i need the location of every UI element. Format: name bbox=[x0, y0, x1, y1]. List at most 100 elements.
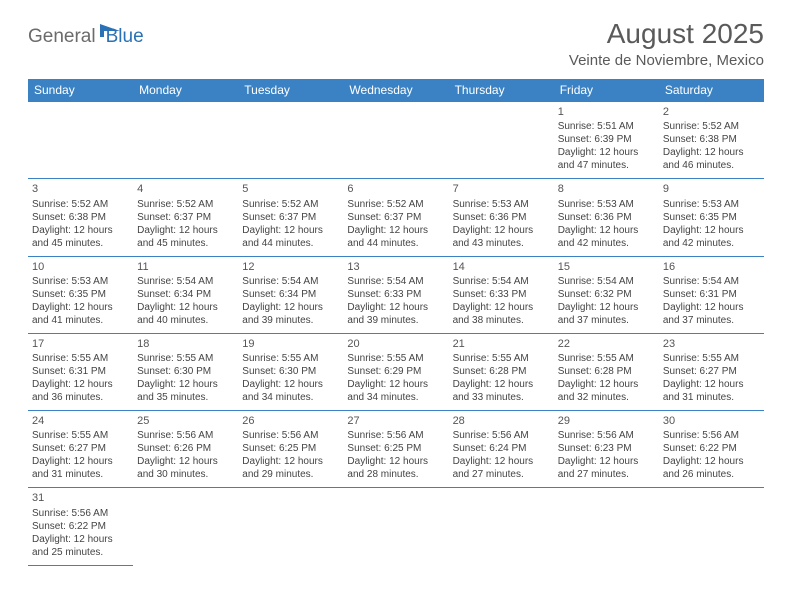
sunset-line: Sunset: 6:25 PM bbox=[242, 442, 339, 455]
daylight-line: Daylight: 12 hours and 44 minutes. bbox=[347, 224, 444, 250]
day-number: 14 bbox=[453, 260, 550, 274]
calendar-cell: 3Sunrise: 5:52 AMSunset: 6:38 PMDaylight… bbox=[28, 179, 133, 256]
sunset-line: Sunset: 6:34 PM bbox=[242, 288, 339, 301]
calendar-cell bbox=[554, 488, 659, 565]
daylight-line: Daylight: 12 hours and 32 minutes. bbox=[558, 378, 655, 404]
calendar-cell bbox=[343, 102, 448, 179]
calendar-cell: 22Sunrise: 5:55 AMSunset: 6:28 PMDayligh… bbox=[554, 333, 659, 410]
daylight-line: Daylight: 12 hours and 35 minutes. bbox=[137, 378, 234, 404]
sunrise-line: Sunrise: 5:53 AM bbox=[663, 198, 760, 211]
sunrise-line: Sunrise: 5:56 AM bbox=[453, 429, 550, 442]
calendar-cell: 6Sunrise: 5:52 AMSunset: 6:37 PMDaylight… bbox=[343, 179, 448, 256]
header: General Blue August 2025 Veinte de Novie… bbox=[28, 18, 764, 69]
day-number: 13 bbox=[347, 260, 444, 274]
calendar-cell bbox=[133, 102, 238, 179]
day-number: 20 bbox=[347, 337, 444, 351]
sunset-line: Sunset: 6:36 PM bbox=[453, 211, 550, 224]
day-header: Tuesday bbox=[238, 79, 343, 102]
day-number: 3 bbox=[32, 182, 129, 196]
daylight-line: Daylight: 12 hours and 31 minutes. bbox=[32, 455, 129, 481]
calendar-cell: 23Sunrise: 5:55 AMSunset: 6:27 PMDayligh… bbox=[659, 333, 764, 410]
daylight-line: Daylight: 12 hours and 42 minutes. bbox=[558, 224, 655, 250]
calendar-cell bbox=[449, 102, 554, 179]
calendar-cell bbox=[28, 102, 133, 179]
calendar-table: SundayMondayTuesdayWednesdayThursdayFrid… bbox=[28, 79, 764, 566]
calendar-cell: 15Sunrise: 5:54 AMSunset: 6:32 PMDayligh… bbox=[554, 256, 659, 333]
calendar-cell bbox=[659, 488, 764, 565]
day-number: 8 bbox=[558, 182, 655, 196]
calendar-cell: 25Sunrise: 5:56 AMSunset: 6:26 PMDayligh… bbox=[133, 411, 238, 488]
sunrise-line: Sunrise: 5:55 AM bbox=[663, 352, 760, 365]
daylight-line: Daylight: 12 hours and 26 minutes. bbox=[663, 455, 760, 481]
sunset-line: Sunset: 6:22 PM bbox=[32, 520, 129, 533]
sunset-line: Sunset: 6:32 PM bbox=[558, 288, 655, 301]
title-block: August 2025 Veinte de Noviembre, Mexico bbox=[569, 18, 764, 69]
sunrise-line: Sunrise: 5:52 AM bbox=[137, 198, 234, 211]
calendar-cell: 29Sunrise: 5:56 AMSunset: 6:23 PMDayligh… bbox=[554, 411, 659, 488]
calendar-cell: 18Sunrise: 5:55 AMSunset: 6:30 PMDayligh… bbox=[133, 333, 238, 410]
day-number: 18 bbox=[137, 337, 234, 351]
calendar-week-row: 10Sunrise: 5:53 AMSunset: 6:35 PMDayligh… bbox=[28, 256, 764, 333]
daylight-line: Daylight: 12 hours and 34 minutes. bbox=[242, 378, 339, 404]
calendar-page: General Blue August 2025 Veinte de Novie… bbox=[0, 0, 792, 586]
day-number: 10 bbox=[32, 260, 129, 274]
sunrise-line: Sunrise: 5:55 AM bbox=[242, 352, 339, 365]
day-number: 27 bbox=[347, 414, 444, 428]
daylight-line: Daylight: 12 hours and 34 minutes. bbox=[347, 378, 444, 404]
sunset-line: Sunset: 6:31 PM bbox=[663, 288, 760, 301]
sunrise-line: Sunrise: 5:56 AM bbox=[663, 429, 760, 442]
sunrise-line: Sunrise: 5:55 AM bbox=[453, 352, 550, 365]
calendar-cell: 28Sunrise: 5:56 AMSunset: 6:24 PMDayligh… bbox=[449, 411, 554, 488]
calendar-cell: 12Sunrise: 5:54 AMSunset: 6:34 PMDayligh… bbox=[238, 256, 343, 333]
daylight-line: Daylight: 12 hours and 30 minutes. bbox=[137, 455, 234, 481]
calendar-week-row: 3Sunrise: 5:52 AMSunset: 6:38 PMDaylight… bbox=[28, 179, 764, 256]
calendar-cell: 16Sunrise: 5:54 AMSunset: 6:31 PMDayligh… bbox=[659, 256, 764, 333]
calendar-week-row: 1Sunrise: 5:51 AMSunset: 6:39 PMDaylight… bbox=[28, 102, 764, 179]
day-number: 23 bbox=[663, 337, 760, 351]
day-header: Friday bbox=[554, 79, 659, 102]
sunset-line: Sunset: 6:30 PM bbox=[137, 365, 234, 378]
sunrise-line: Sunrise: 5:54 AM bbox=[663, 275, 760, 288]
day-number: 1 bbox=[558, 105, 655, 119]
calendar-cell bbox=[343, 488, 448, 565]
day-number: 9 bbox=[663, 182, 760, 196]
calendar-cell: 11Sunrise: 5:54 AMSunset: 6:34 PMDayligh… bbox=[133, 256, 238, 333]
sunset-line: Sunset: 6:37 PM bbox=[347, 211, 444, 224]
sunrise-line: Sunrise: 5:55 AM bbox=[32, 352, 129, 365]
daylight-line: Daylight: 12 hours and 46 minutes. bbox=[663, 146, 760, 172]
daylight-line: Daylight: 12 hours and 38 minutes. bbox=[453, 301, 550, 327]
day-number: 16 bbox=[663, 260, 760, 274]
calendar-cell: 13Sunrise: 5:54 AMSunset: 6:33 PMDayligh… bbox=[343, 256, 448, 333]
calendar-cell: 30Sunrise: 5:56 AMSunset: 6:22 PMDayligh… bbox=[659, 411, 764, 488]
calendar-week-row: 17Sunrise: 5:55 AMSunset: 6:31 PMDayligh… bbox=[28, 333, 764, 410]
sunset-line: Sunset: 6:30 PM bbox=[242, 365, 339, 378]
sunset-line: Sunset: 6:23 PM bbox=[558, 442, 655, 455]
daylight-line: Daylight: 12 hours and 37 minutes. bbox=[558, 301, 655, 327]
calendar-cell bbox=[133, 488, 238, 565]
day-number: 28 bbox=[453, 414, 550, 428]
day-header: Wednesday bbox=[343, 79, 448, 102]
calendar-cell bbox=[449, 488, 554, 565]
sunset-line: Sunset: 6:35 PM bbox=[663, 211, 760, 224]
day-number: 2 bbox=[663, 105, 760, 119]
sunrise-line: Sunrise: 5:54 AM bbox=[242, 275, 339, 288]
page-title: August 2025 bbox=[569, 18, 764, 50]
calendar-header-row: SundayMondayTuesdayWednesdayThursdayFrid… bbox=[28, 79, 764, 102]
calendar-cell: 10Sunrise: 5:53 AMSunset: 6:35 PMDayligh… bbox=[28, 256, 133, 333]
sunset-line: Sunset: 6:38 PM bbox=[663, 133, 760, 146]
daylight-line: Daylight: 12 hours and 33 minutes. bbox=[453, 378, 550, 404]
calendar-cell: 19Sunrise: 5:55 AMSunset: 6:30 PMDayligh… bbox=[238, 333, 343, 410]
calendar-cell: 17Sunrise: 5:55 AMSunset: 6:31 PMDayligh… bbox=[28, 333, 133, 410]
calendar-week-row: 24Sunrise: 5:55 AMSunset: 6:27 PMDayligh… bbox=[28, 411, 764, 488]
sunrise-line: Sunrise: 5:52 AM bbox=[32, 198, 129, 211]
daylight-line: Daylight: 12 hours and 27 minutes. bbox=[453, 455, 550, 481]
sunset-line: Sunset: 6:36 PM bbox=[558, 211, 655, 224]
sunrise-line: Sunrise: 5:54 AM bbox=[137, 275, 234, 288]
daylight-line: Daylight: 12 hours and 28 minutes. bbox=[347, 455, 444, 481]
daylight-line: Daylight: 12 hours and 44 minutes. bbox=[242, 224, 339, 250]
daylight-line: Daylight: 12 hours and 27 minutes. bbox=[558, 455, 655, 481]
sunrise-line: Sunrise: 5:55 AM bbox=[558, 352, 655, 365]
daylight-line: Daylight: 12 hours and 31 minutes. bbox=[663, 378, 760, 404]
sunset-line: Sunset: 6:27 PM bbox=[663, 365, 760, 378]
calendar-cell: 20Sunrise: 5:55 AMSunset: 6:29 PMDayligh… bbox=[343, 333, 448, 410]
